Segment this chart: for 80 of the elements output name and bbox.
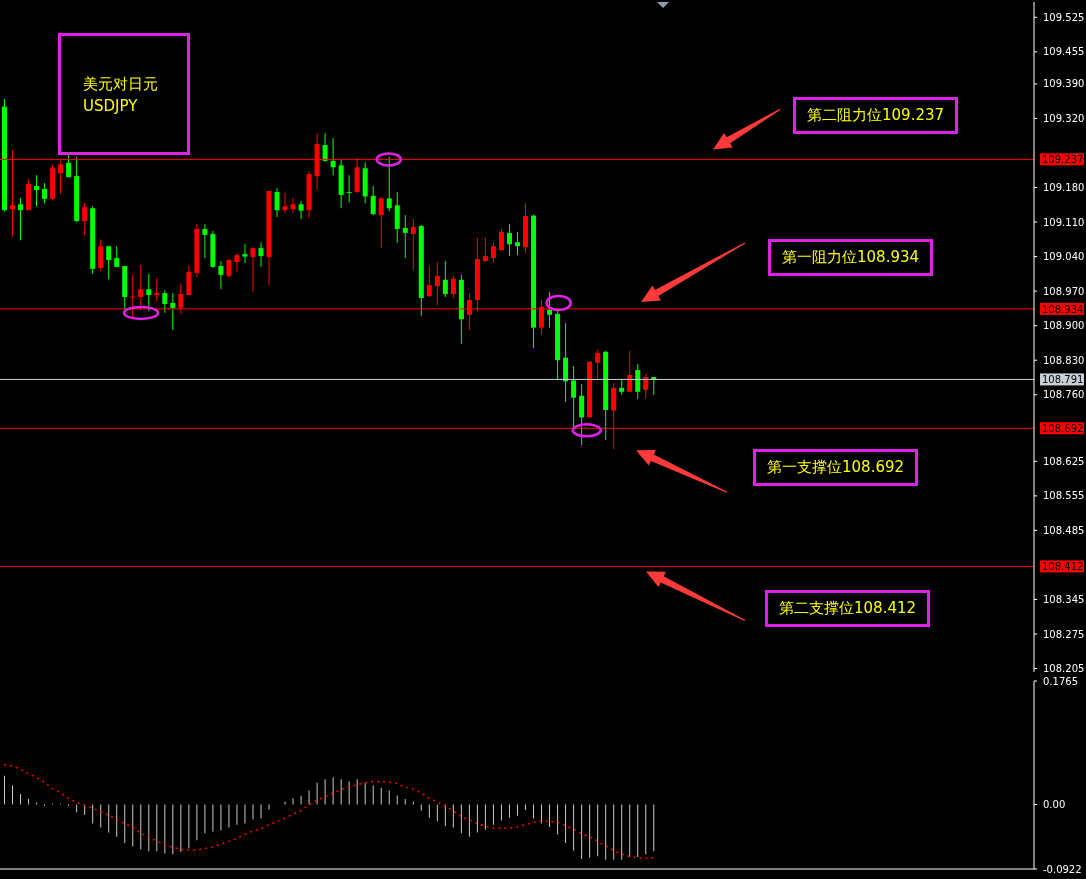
y-tick-label: 109.525 <box>1043 11 1085 23</box>
candlestick <box>482 237 488 263</box>
y-tick-label: 109.180 <box>1043 182 1085 194</box>
candlestick <box>490 242 496 264</box>
y-tick-label: 108.625 <box>1043 455 1085 467</box>
candlestick <box>547 291 553 329</box>
annotation: 第一支撑位108.692 <box>767 457 905 476</box>
y-tick-label: 108.485 <box>1043 524 1085 536</box>
annotation: 第二阻力位109.237 <box>807 105 945 124</box>
candlestick <box>242 243 248 264</box>
candlestick <box>579 383 585 446</box>
candlestick <box>426 265 432 298</box>
candlestick <box>34 174 40 207</box>
y-tick-label: 0.00 <box>1043 799 1066 811</box>
ref-line-label: 108.692 <box>1042 423 1084 435</box>
ref-line-label: 108.791 <box>1042 374 1084 386</box>
candlestick <box>162 289 168 314</box>
candlestick <box>234 252 240 273</box>
ref-line-label: 109.237 <box>1042 154 1084 166</box>
y-tick-label: 108.345 <box>1043 594 1085 606</box>
candlestick <box>330 137 336 176</box>
candlestick <box>114 245 120 268</box>
line-series <box>3 763 655 860</box>
candlestick <box>250 246 256 293</box>
y-tick-label: 108.900 <box>1043 320 1085 332</box>
candlestick <box>346 174 352 203</box>
text: 美元对日元 <box>83 75 158 93</box>
ref-line-label: 108.412 <box>1042 561 1084 573</box>
annotation: 第一阻力位108.934 <box>782 248 920 267</box>
candlestick <box>226 258 232 279</box>
y-tick-label: 108.205 <box>1043 663 1085 675</box>
candlestick <box>146 273 152 312</box>
candlestick <box>394 191 400 244</box>
candlestick <box>370 185 376 216</box>
candlestick <box>274 187 280 218</box>
candlestick <box>218 260 224 290</box>
y-tick-label: 108.555 <box>1043 490 1085 502</box>
candlestick <box>402 214 408 259</box>
candlestick <box>571 365 577 428</box>
candlestick <box>282 192 288 214</box>
candlestick <box>442 260 448 298</box>
candlestick <box>82 202 88 236</box>
candlestick <box>627 350 633 393</box>
candlestick <box>514 231 520 256</box>
y-tick-label: 109.040 <box>1043 251 1085 263</box>
y-tick-label: 109.390 <box>1043 78 1085 90</box>
candlestick <box>450 275 456 299</box>
y-tick-label: 109.320 <box>1043 112 1085 124</box>
ref-line-label: 108.934 <box>1042 303 1084 315</box>
y-tick-label: 109.455 <box>1043 46 1085 58</box>
candlestick <box>322 132 328 163</box>
candlestick <box>18 197 24 241</box>
candlestick <box>378 196 384 249</box>
candlestick <box>506 223 512 257</box>
annotation: 第二支撑位108.412 <box>779 598 917 617</box>
y-tick-label: 108.760 <box>1043 389 1085 401</box>
y-tick-label: 108.275 <box>1043 628 1085 640</box>
y-tick-label: -0.0922 <box>1043 863 1082 875</box>
candlestick <box>202 223 208 259</box>
candlestick <box>563 322 569 403</box>
candlestick <box>154 277 160 302</box>
candlestick <box>643 373 649 400</box>
text: USDJPY <box>83 97 138 115</box>
candlestick <box>42 182 48 204</box>
candlestick <box>595 349 601 380</box>
candlestick <box>170 292 176 331</box>
y-tick-label: 0.1765 <box>1043 675 1078 687</box>
candlestick <box>258 241 264 268</box>
candlestick <box>106 245 112 280</box>
candlestick <box>186 265 192 296</box>
candlestick <box>298 200 304 220</box>
candlestick <box>98 238 104 272</box>
y-tick-label: 108.970 <box>1043 285 1085 297</box>
candlestick <box>434 261 440 306</box>
y-tick-label: 108.830 <box>1043 354 1085 366</box>
candlestick <box>635 363 641 400</box>
y-tick-label: 109.110 <box>1043 216 1085 228</box>
candlestick <box>290 197 296 214</box>
candlestick <box>386 156 392 212</box>
candlestick <box>410 218 416 271</box>
